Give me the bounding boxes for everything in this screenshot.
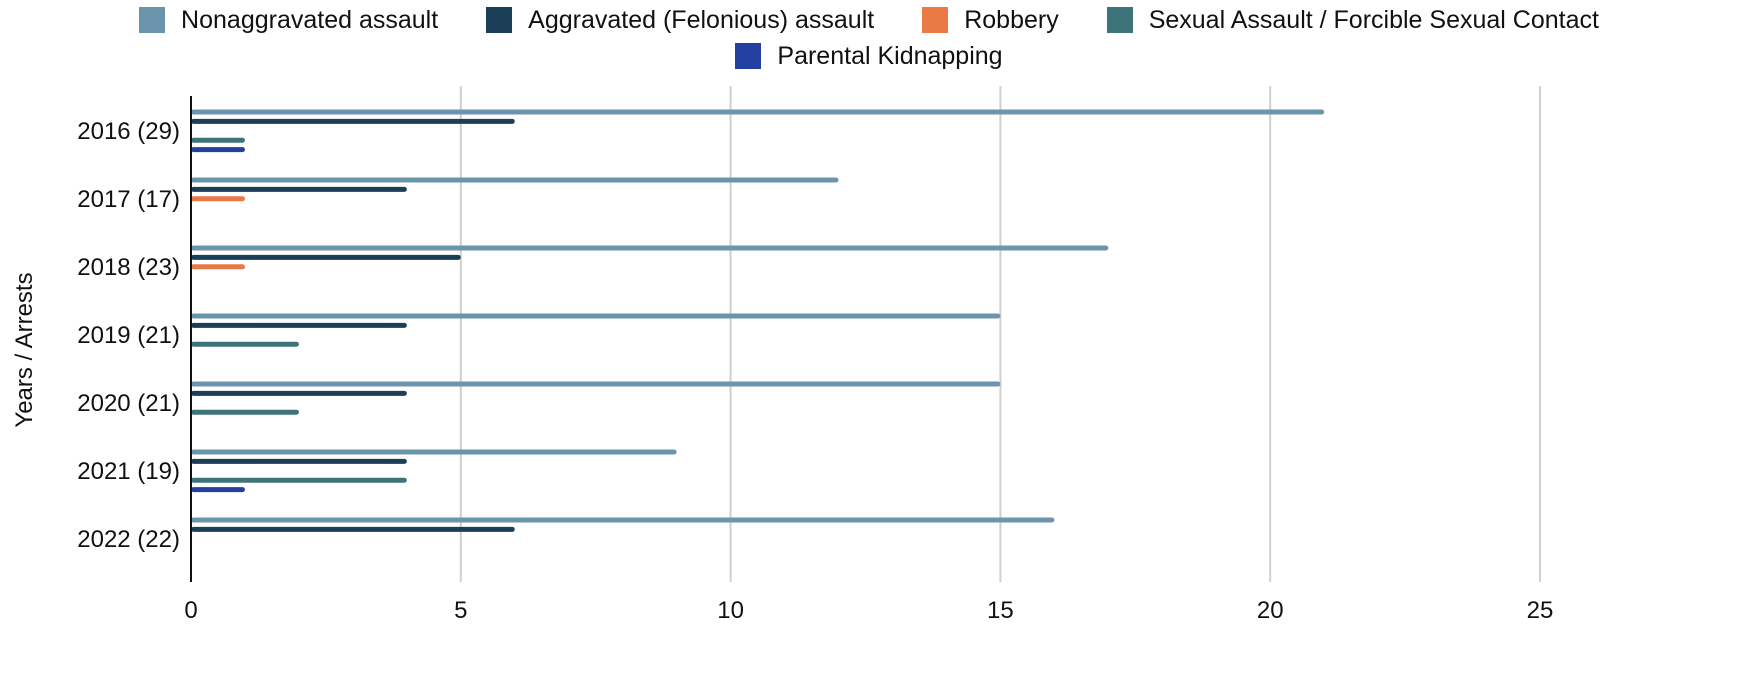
bar-2022-series-0 <box>191 517 1055 523</box>
bar-2018-series-2 <box>191 264 245 270</box>
legend-item-nonaggravated-assault: Nonaggravated assault <box>139 6 438 35</box>
legend-row-1: Nonaggravated assault Aggravated (Feloni… <box>0 2 1738 38</box>
bar-2022-series-1 <box>191 526 515 532</box>
bar-2021-series-1 <box>191 458 407 464</box>
y-tick-label-2017: 2017 (17) <box>77 186 180 213</box>
chart-legend: Nonaggravated assault Aggravated (Feloni… <box>0 0 1738 74</box>
legend-label-aggravated-assault: Aggravated (Felonious) assault <box>528 5 875 34</box>
bar-2017-series-2 <box>191 196 245 202</box>
bar-2020-series-0 <box>191 381 1001 387</box>
legend-item-robbery: Robbery <box>922 6 1059 35</box>
y-tick-label-2018: 2018 (23) <box>77 254 180 281</box>
legend-swatch-robbery <box>922 7 949 33</box>
bar-2016-series-4 <box>191 147 245 153</box>
bar-2020-series-3 <box>191 409 299 415</box>
bar-2018-series-1 <box>191 254 461 260</box>
legend-swatch-aggravated-assault <box>486 7 513 33</box>
x-tick-label-15: 15 <box>987 597 1014 624</box>
legend-label-sexual-assault: Sexual Assault / Forcible Sexual Contact <box>1148 5 1599 34</box>
bars <box>191 109 1325 532</box>
bar-2017-series-1 <box>191 186 407 192</box>
y-tick-label-2021: 2021 (19) <box>77 458 180 485</box>
bar-2019-series-0 <box>191 313 1001 319</box>
legend-swatch-nonaggravated-assault <box>139 7 166 33</box>
legend-swatch-sexual-assault <box>1106 7 1133 33</box>
grid-lines <box>459 86 1541 582</box>
bar-2021-series-4 <box>191 487 245 493</box>
y-tick-label-2020: 2020 (21) <box>77 390 180 417</box>
bar-2016-series-0 <box>191 109 1325 115</box>
bar-2017-series-0 <box>191 177 839 183</box>
legend-item-parental-kidnapping: Parental Kidnapping <box>735 41 1003 71</box>
bar-2016-series-3 <box>191 137 245 143</box>
bar-2021-series-0 <box>191 449 677 455</box>
y-tick-label-2016: 2016 (29) <box>77 118 180 145</box>
x-tick-label-0: 0 <box>184 597 197 624</box>
legend-label-robbery: Robbery <box>964 5 1059 34</box>
legend-label-nonaggravated-assault: Nonaggravated assault <box>181 5 439 34</box>
y-tick-label-2022: 2022 (22) <box>77 526 180 553</box>
bar-2016-series-1 <box>191 118 515 124</box>
bar-2018-series-0 <box>191 245 1109 251</box>
bar-2020-series-1 <box>191 390 407 396</box>
legend-item-sexual-assault: Sexual Assault / Forcible Sexual Contact <box>1106 5 1599 35</box>
bar-2019-series-1 <box>191 322 407 328</box>
x-tick-label-20: 20 <box>1257 597 1284 624</box>
bar-2021-series-3 <box>191 477 407 483</box>
x-tick-label-10: 10 <box>717 597 744 624</box>
legend-swatch-parental-kidnapping <box>735 43 762 69</box>
legend-row-2: Parental Kidnapping <box>0 38 1738 74</box>
legend-label-parental-kidnapping: Parental Kidnapping <box>777 41 1003 70</box>
legend-item-aggravated-assault: Aggravated (Felonious) assault <box>486 6 874 35</box>
y-tick-label-2019: 2019 (21) <box>77 322 180 349</box>
x-tick-label-25: 25 <box>1527 597 1554 624</box>
axes: 0 5 10 15 20 25 2016 (29) 2017 (17) 2018 (23) 201… <box>77 96 1553 624</box>
x-tick-label-5: 5 <box>454 597 467 624</box>
y-axis-title: Years / Arrests <box>11 272 38 427</box>
bar-2019-series-3 <box>191 341 299 347</box>
